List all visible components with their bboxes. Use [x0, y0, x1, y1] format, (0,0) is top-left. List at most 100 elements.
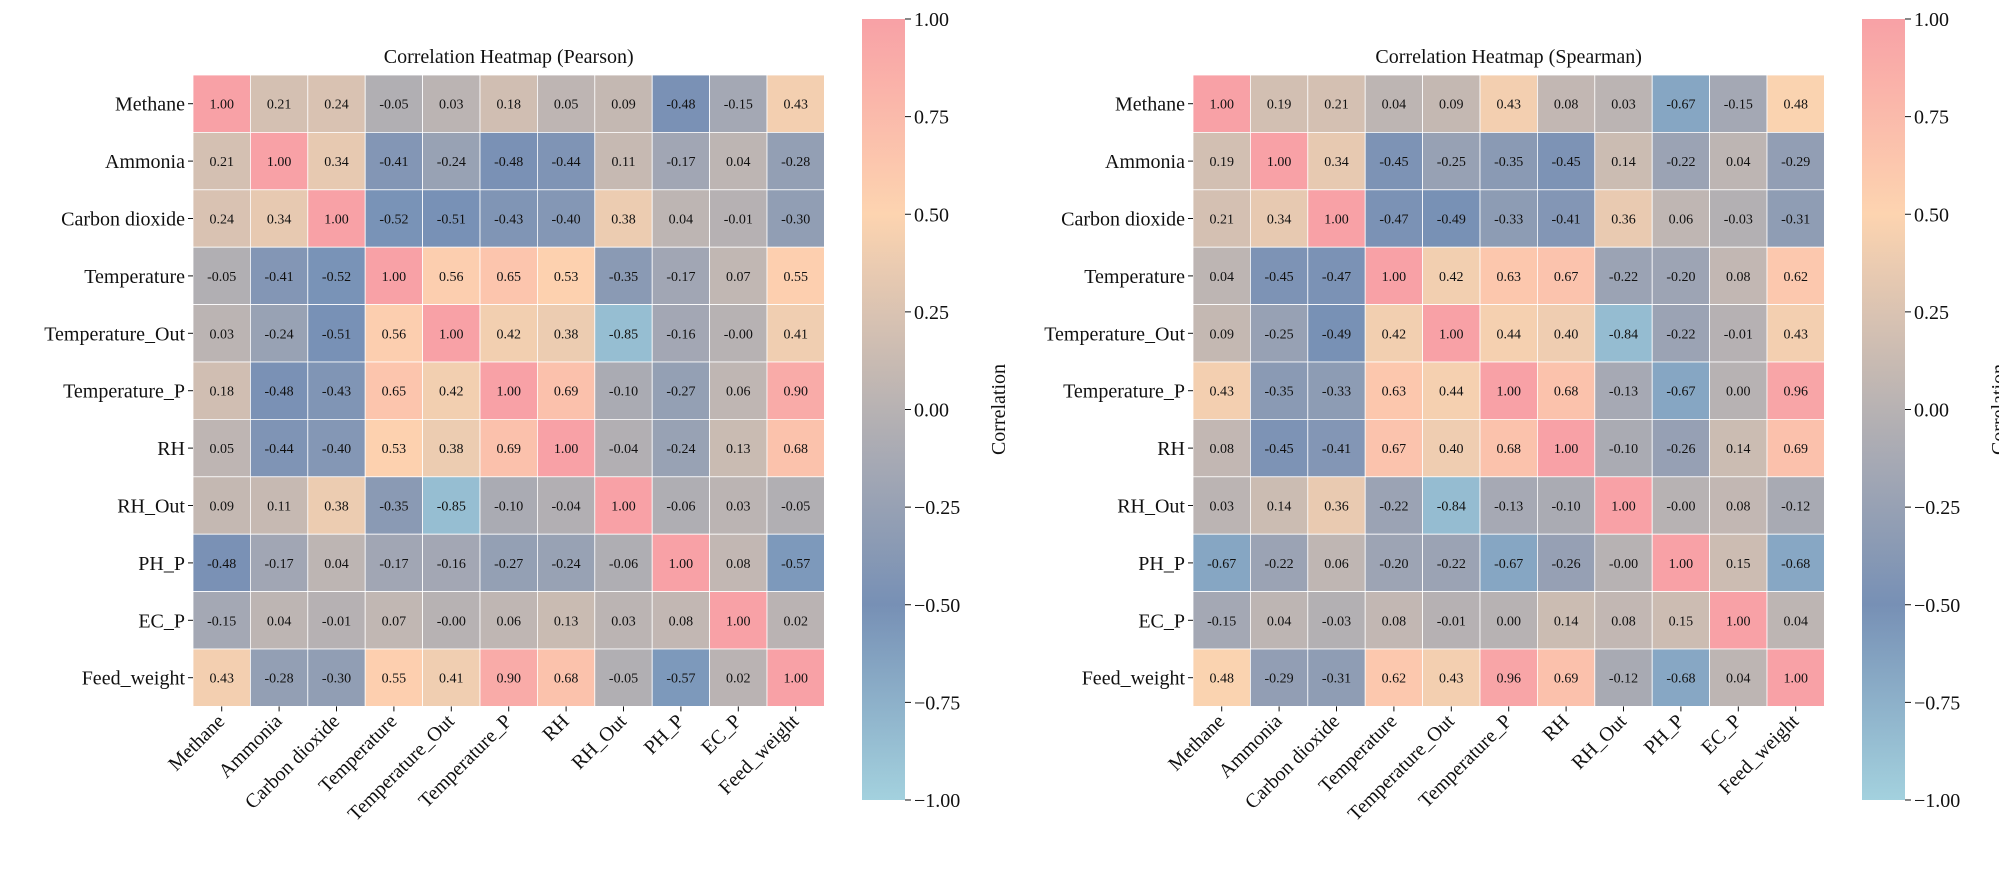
- heatmap-cell: [1192, 648, 1251, 707]
- heatmap-cell: [594, 131, 653, 191]
- cell-value-label: -0.49: [1322, 327, 1351, 342]
- cell-value-label: 0.05: [209, 442, 234, 457]
- heatmap-cell: [1479, 74, 1538, 133]
- cell-value-label: 0.68: [1554, 385, 1579, 400]
- row-label: Methane: [1115, 94, 1185, 116]
- colorbar-tick-label: −0.75: [1914, 692, 1960, 714]
- cell-value-label: 0.08: [1554, 98, 1579, 113]
- heatmap-cell: [766, 74, 825, 133]
- cell-value-label: -0.45: [1265, 270, 1294, 285]
- heatmap-cell: [1422, 361, 1481, 420]
- heatmap-cell: [1537, 74, 1596, 133]
- cell-value-label: 0.04: [1267, 614, 1292, 629]
- heatmap-cell: [479, 246, 538, 305]
- cell-value-label: -0.17: [379, 557, 408, 572]
- heatmap-cell: [1422, 533, 1481, 593]
- heatmap-cell: [1422, 476, 1481, 535]
- heatmap-cell: [1250, 591, 1309, 650]
- row-label: Carbon dioxide: [1061, 209, 1185, 231]
- heatmap-cell: [249, 74, 309, 133]
- heatmap-cell: [1537, 476, 1596, 535]
- cell-value-label: -0.48: [265, 385, 294, 400]
- heatmap-cell: [1766, 74, 1825, 133]
- heatmap-cell: [1594, 418, 1653, 478]
- row-label: Temperature_P: [63, 381, 185, 403]
- cell-value-label: -0.10: [494, 500, 523, 515]
- cell-value-label: -0.28: [781, 155, 810, 170]
- heatmap-cell: [1250, 476, 1309, 535]
- cell-value-label: -0.41: [265, 270, 294, 285]
- cell-value-label: -0.22: [1437, 557, 1466, 572]
- heatmap-cell: [709, 246, 768, 305]
- row-label: Ammonia: [105, 151, 185, 173]
- row-label: Feed_weight: [82, 668, 186, 690]
- heatmap-cell: [537, 476, 596, 535]
- cell-value-label: -0.41: [1552, 213, 1581, 228]
- cell-value-label: -0.48: [494, 155, 523, 170]
- column-label: RH_Out: [568, 710, 632, 774]
- cell-value-label: 0.03: [439, 98, 464, 113]
- heatmap-cell: [594, 591, 653, 650]
- cell-value-label: -0.15: [1724, 98, 1753, 113]
- colorbar-tick-label: −0.25: [1914, 497, 1960, 519]
- cell-value-label: 0.03: [209, 327, 234, 342]
- cell-value-label: -0.10: [1609, 442, 1638, 457]
- cell-value-label: 0.04: [1382, 98, 1407, 113]
- cell-value-label: 0.40: [1554, 327, 1579, 342]
- heatmap-cell: [1422, 304, 1481, 363]
- heatmap-cell: [479, 533, 538, 593]
- cell-value-label: -0.04: [552, 500, 581, 515]
- cell-value-label: 0.69: [1554, 672, 1579, 687]
- cell-value-label: -0.43: [494, 213, 523, 228]
- cell-value-label: 0.43: [1439, 672, 1464, 687]
- heatmap-cell: [1537, 418, 1596, 478]
- column-label: PH_P: [640, 710, 689, 759]
- heatmap-cell: [479, 361, 538, 420]
- cell-value-label: 1.00: [1496, 385, 1521, 400]
- cell-value-label: -0.05: [207, 270, 236, 285]
- heatmap-cell: [1364, 533, 1423, 593]
- heatmap-cell: [364, 246, 424, 305]
- heatmap-cell: [249, 304, 309, 363]
- column-label: RH: [538, 710, 573, 745]
- cell-value-label: -0.26: [1552, 557, 1581, 572]
- cell-value-label: -0.04: [609, 442, 638, 457]
- heatmap-cell: [422, 189, 481, 248]
- heatmap-cell: [364, 533, 424, 593]
- cell-value-label: -0.47: [1322, 270, 1351, 285]
- heatmap-cell: [766, 131, 825, 191]
- heatmap-cell: [709, 304, 768, 363]
- heatmap-cell: [1192, 533, 1251, 593]
- cell-value-label: -0.35: [1265, 385, 1294, 400]
- heatmap-cell: [651, 418, 711, 478]
- cell-value-label: -0.35: [609, 270, 638, 285]
- cell-value-label: 0.38: [611, 213, 636, 228]
- colorbar-tick-label: 0.75: [1914, 107, 1949, 129]
- heatmap-cell: [1479, 476, 1538, 535]
- heatmap-cell: [1537, 533, 1596, 593]
- cell-value-label: -0.17: [265, 557, 294, 572]
- cell-value-label: -0.15: [207, 614, 236, 629]
- cell-value-label: 0.11: [267, 500, 291, 515]
- heatmap-cell: [1479, 591, 1538, 650]
- cell-value-label: 0.65: [496, 270, 521, 285]
- heatmap-cell: [1594, 476, 1653, 535]
- row-label: RH_Out: [117, 496, 185, 518]
- row-label: Temperature_P: [1063, 381, 1185, 403]
- cell-value-label: 0.02: [726, 672, 751, 687]
- colorbar: 1.00 0.75 0.50 0.25 0.00 −0.25 −0.50 −0.75 −1.00…: [862, 9, 1010, 812]
- heatmap-cell: [479, 189, 538, 248]
- cell-value-label: 1.00: [267, 155, 292, 170]
- cell-value-label: 0.06: [1324, 557, 1349, 572]
- cell-value-label: -0.68: [1666, 672, 1695, 687]
- cell-value-label: -0.06: [666, 500, 695, 515]
- heatmap-cell: [1479, 361, 1538, 420]
- heatmap-cell: [1651, 304, 1710, 363]
- cell-value-label: 0.44: [1496, 327, 1521, 342]
- heatmap-cell: [1307, 361, 1366, 420]
- cell-value-label: 1.00: [1439, 327, 1464, 342]
- heatmap-cell: [479, 476, 538, 535]
- cell-value-label: 0.13: [726, 442, 751, 457]
- heatmap-cell: [594, 418, 653, 478]
- cell-value-label: -0.24: [552, 557, 581, 572]
